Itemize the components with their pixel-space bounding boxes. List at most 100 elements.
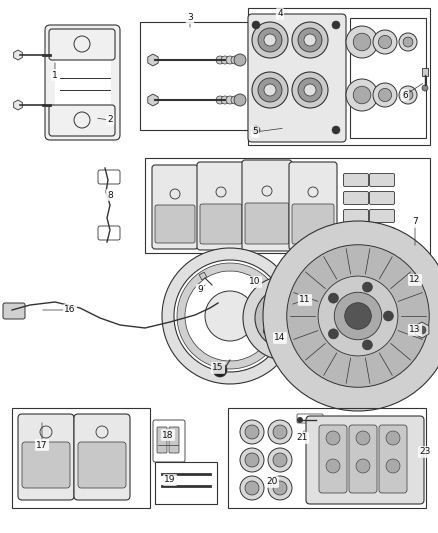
FancyBboxPatch shape: [197, 162, 245, 250]
Circle shape: [234, 94, 246, 106]
FancyBboxPatch shape: [370, 228, 395, 240]
FancyBboxPatch shape: [343, 209, 368, 222]
Circle shape: [252, 72, 288, 108]
FancyBboxPatch shape: [78, 442, 126, 488]
Circle shape: [221, 56, 229, 64]
Bar: [145, 158, 430, 253]
Circle shape: [334, 292, 382, 340]
Circle shape: [226, 56, 234, 64]
FancyBboxPatch shape: [74, 414, 130, 500]
Circle shape: [297, 417, 303, 423]
Circle shape: [298, 78, 322, 102]
Circle shape: [288, 335, 296, 343]
Text: 11: 11: [299, 295, 311, 304]
Bar: [155, 462, 217, 504]
Circle shape: [252, 21, 260, 29]
Circle shape: [345, 303, 371, 329]
Text: 20: 20: [266, 478, 278, 487]
Circle shape: [386, 459, 400, 473]
Circle shape: [318, 276, 398, 356]
Circle shape: [418, 326, 426, 334]
FancyBboxPatch shape: [292, 204, 334, 244]
FancyBboxPatch shape: [245, 203, 289, 244]
Circle shape: [328, 293, 339, 303]
Circle shape: [226, 96, 234, 104]
Text: 6: 6: [402, 91, 408, 100]
FancyBboxPatch shape: [45, 25, 120, 140]
FancyBboxPatch shape: [289, 162, 337, 250]
Bar: [12, 408, 150, 508]
Circle shape: [383, 311, 393, 321]
Circle shape: [326, 431, 340, 445]
FancyBboxPatch shape: [306, 416, 424, 504]
FancyBboxPatch shape: [343, 228, 368, 240]
Circle shape: [245, 425, 259, 439]
Text: 23: 23: [419, 448, 431, 456]
Circle shape: [373, 30, 397, 54]
Circle shape: [205, 291, 255, 341]
Circle shape: [356, 459, 370, 473]
Circle shape: [378, 35, 392, 49]
Circle shape: [362, 282, 372, 292]
FancyBboxPatch shape: [370, 209, 395, 222]
Circle shape: [422, 85, 428, 91]
Circle shape: [268, 448, 292, 472]
Circle shape: [378, 88, 392, 102]
Text: 4: 4: [277, 10, 283, 19]
Circle shape: [304, 84, 316, 96]
FancyBboxPatch shape: [200, 204, 242, 244]
Circle shape: [258, 28, 282, 52]
Circle shape: [277, 310, 293, 326]
FancyBboxPatch shape: [319, 425, 347, 493]
FancyBboxPatch shape: [343, 191, 368, 205]
Bar: [350, 18, 426, 138]
Text: 21: 21: [297, 433, 307, 442]
Circle shape: [303, 314, 311, 322]
Text: 8: 8: [107, 190, 113, 199]
Circle shape: [216, 96, 224, 104]
Text: 17: 17: [36, 440, 48, 449]
Circle shape: [263, 327, 271, 335]
Circle shape: [403, 90, 413, 100]
FancyBboxPatch shape: [370, 191, 395, 205]
Circle shape: [252, 22, 288, 58]
Circle shape: [240, 420, 264, 444]
Circle shape: [263, 301, 271, 309]
FancyBboxPatch shape: [18, 414, 74, 500]
Circle shape: [362, 340, 372, 350]
FancyBboxPatch shape: [169, 427, 179, 453]
FancyBboxPatch shape: [248, 14, 346, 142]
Circle shape: [287, 245, 429, 387]
Circle shape: [255, 288, 315, 348]
FancyBboxPatch shape: [370, 174, 395, 187]
Circle shape: [221, 96, 229, 104]
Text: 7: 7: [412, 217, 418, 227]
Circle shape: [240, 476, 264, 500]
Text: 13: 13: [409, 326, 421, 335]
Text: 15: 15: [212, 364, 224, 373]
Circle shape: [399, 33, 417, 51]
FancyBboxPatch shape: [157, 427, 167, 453]
Circle shape: [216, 56, 224, 64]
Circle shape: [292, 72, 328, 108]
Circle shape: [268, 420, 292, 444]
Text: 5: 5: [252, 127, 258, 136]
Circle shape: [273, 425, 287, 439]
Circle shape: [245, 481, 259, 495]
Circle shape: [264, 34, 276, 46]
Circle shape: [264, 84, 276, 96]
Circle shape: [292, 22, 328, 58]
Circle shape: [356, 431, 370, 445]
Circle shape: [328, 329, 339, 339]
Text: 3: 3: [187, 13, 193, 22]
FancyBboxPatch shape: [242, 160, 292, 251]
FancyBboxPatch shape: [379, 425, 407, 493]
Circle shape: [332, 126, 340, 134]
FancyBboxPatch shape: [49, 105, 115, 136]
Circle shape: [263, 221, 438, 411]
Text: 16: 16: [64, 305, 76, 314]
Circle shape: [353, 86, 371, 104]
Bar: [140, 22, 248, 130]
Circle shape: [304, 34, 316, 46]
Text: 18: 18: [162, 431, 174, 440]
